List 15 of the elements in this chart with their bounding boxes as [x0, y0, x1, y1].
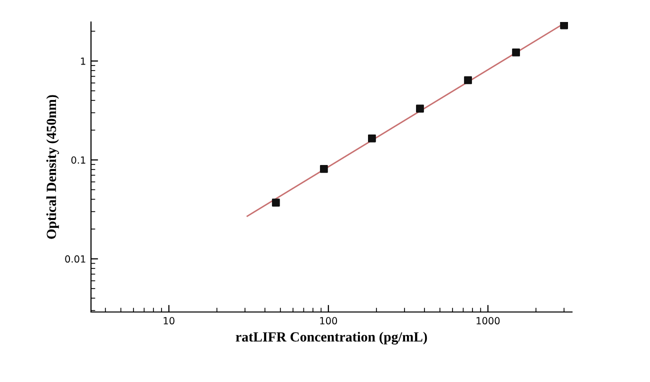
point: [272, 198, 280, 207]
x-axis-title: ratLIFR Concentration (pg/mL): [236, 332, 427, 345]
y-tick-label: 0.01: [65, 255, 86, 263]
point: [464, 76, 472, 84]
point: [320, 165, 328, 173]
point: [512, 48, 520, 56]
y-axis-title: Optical Density (450nm): [46, 95, 59, 239]
x-tick-label: 1000: [476, 317, 500, 324]
point: [416, 104, 424, 113]
x-tick-label: 100: [320, 317, 338, 324]
y-tick-label: 0.1: [71, 156, 86, 164]
point: [368, 134, 376, 142]
point: [560, 22, 568, 30]
x-tick-label: 10: [164, 317, 174, 324]
y-tick-label: 1: [81, 58, 86, 65]
